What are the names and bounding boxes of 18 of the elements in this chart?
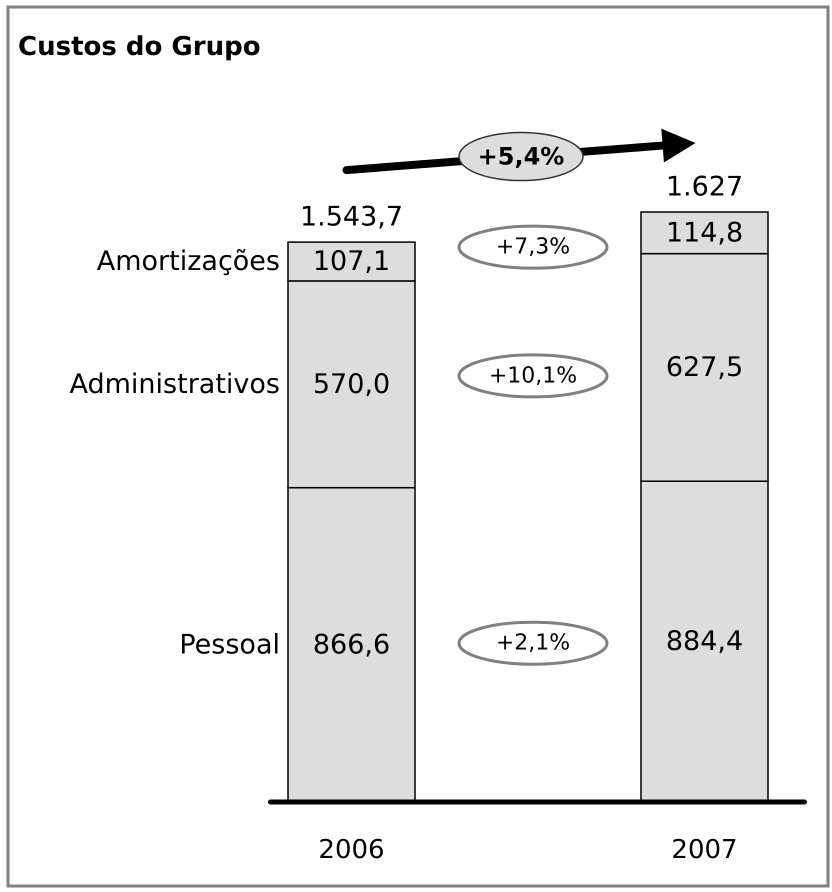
data-label: 570,0 [312,368,390,400]
data-label: 114,8 [666,217,744,248]
data-label: 107,1 [312,246,390,278]
data-label: 627,5 [666,352,744,383]
data-label: 884,4 [666,626,744,658]
x-tick-label: 2006 [318,835,385,865]
data-label: 866,6 [312,629,390,660]
series-label: Pessoal [179,629,280,660]
annotation: +2,1% [496,630,570,656]
total-label: 1.543,7 [300,202,404,233]
chart-title: Custos do Grupo [18,32,261,62]
text: +5,4% [478,142,564,171]
total-label: 1.627 [666,172,744,202]
series-label: Administrativos [69,368,280,400]
x-tick-label: 2007 [671,835,738,865]
annotation: +10,1% [488,363,578,388]
annotation: +7,3% [496,234,570,260]
series-label: Amortizações [96,246,280,278]
